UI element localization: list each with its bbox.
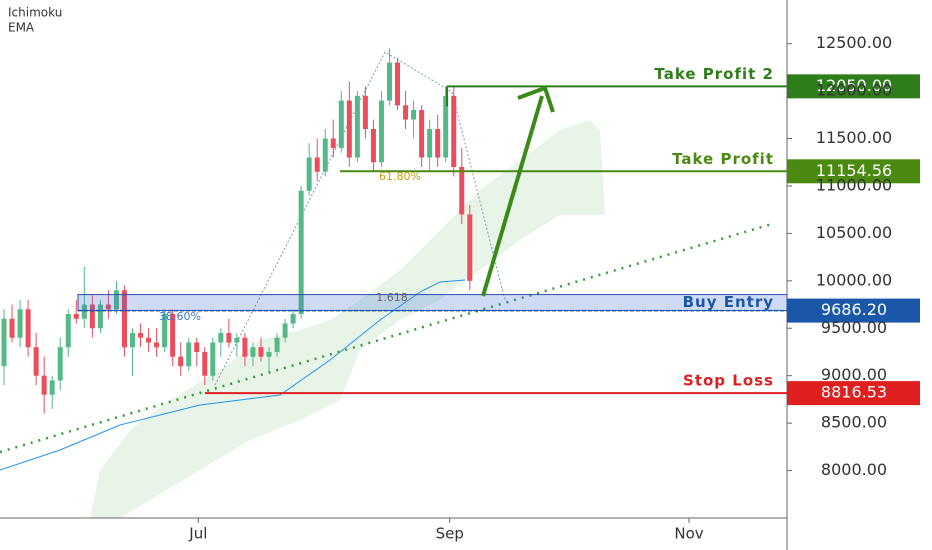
candle-body bbox=[266, 351, 272, 357]
candle-body bbox=[226, 333, 232, 343]
x-tick-label: Nov bbox=[674, 525, 703, 543]
candle-body bbox=[89, 304, 95, 329]
level-label: Take Profit 2 bbox=[654, 65, 774, 83]
candle-body bbox=[354, 95, 360, 158]
candle-body bbox=[386, 62, 392, 101]
y-tick-label: 10500.00 bbox=[816, 223, 892, 242]
candle-body bbox=[242, 337, 248, 357]
candle-body bbox=[57, 347, 63, 381]
fib-label: 38.60% bbox=[159, 310, 201, 323]
level-label: Take Profit bbox=[672, 150, 774, 168]
price-box bbox=[787, 381, 920, 406]
candle-body bbox=[443, 95, 449, 158]
buy-zone bbox=[77, 294, 788, 312]
candle-body bbox=[451, 95, 457, 167]
candle-body bbox=[467, 214, 473, 281]
candle-body bbox=[338, 100, 344, 148]
candle-body bbox=[105, 304, 111, 310]
fib-label: 61.80% bbox=[379, 170, 421, 183]
candle-body bbox=[121, 290, 127, 348]
candle-body bbox=[186, 342, 192, 367]
candle-body bbox=[403, 105, 409, 120]
ichimoku-cloud bbox=[90, 120, 605, 518]
candle-body bbox=[314, 157, 320, 172]
candle-body bbox=[154, 342, 160, 348]
candle-body bbox=[290, 314, 296, 324]
candle-body bbox=[370, 129, 376, 163]
price-box-label: 12050.00 bbox=[816, 76, 892, 95]
candle-body bbox=[330, 138, 336, 148]
candle-body bbox=[234, 337, 240, 343]
price-box-label: 9686.20 bbox=[821, 300, 887, 319]
candle-body bbox=[162, 314, 168, 348]
candle-body bbox=[146, 337, 152, 343]
candle-body bbox=[250, 347, 256, 357]
candle-body bbox=[33, 347, 39, 376]
ema-line bbox=[0, 279, 466, 471]
fib-label: 1.618 bbox=[376, 291, 408, 304]
candle-body bbox=[298, 190, 304, 315]
candle-body bbox=[202, 351, 208, 376]
y-tick-label: 11000.00 bbox=[816, 175, 892, 194]
candle-body bbox=[9, 318, 15, 338]
candle-body bbox=[178, 356, 184, 367]
y-tick-label: 9000.00 bbox=[821, 365, 887, 384]
trend-line bbox=[0, 222, 773, 454]
candle-body bbox=[427, 129, 433, 158]
y-tick-label: 8000.00 bbox=[821, 460, 887, 479]
candle-body bbox=[65, 314, 71, 348]
arrow bbox=[481, 95, 544, 297]
candle-body bbox=[306, 157, 312, 191]
y-tick-label: 11500.00 bbox=[816, 128, 892, 147]
x-tick-label: Jul bbox=[188, 525, 207, 543]
candle-body bbox=[218, 333, 224, 343]
candle-body bbox=[138, 333, 144, 338]
level-label: Stop Loss bbox=[683, 372, 774, 390]
candle-body bbox=[130, 333, 136, 348]
level-label: Buy Entry bbox=[683, 293, 774, 311]
price-box-label: 8816.53 bbox=[821, 383, 887, 402]
candle-body bbox=[258, 347, 264, 357]
y-tick-label: 10000.00 bbox=[816, 270, 892, 289]
candle-body bbox=[17, 309, 23, 338]
candle-body bbox=[170, 314, 176, 357]
candle-body bbox=[395, 62, 401, 106]
candle-body bbox=[81, 304, 87, 319]
candle-body bbox=[435, 129, 441, 158]
candle-body bbox=[25, 309, 31, 348]
price-box-label: 11154.56 bbox=[816, 161, 892, 180]
candle-body bbox=[97, 304, 103, 329]
price-box bbox=[787, 298, 920, 323]
y-tick-label: 12000.00 bbox=[816, 81, 892, 100]
candle-body bbox=[362, 95, 368, 130]
candle-body bbox=[210, 342, 216, 376]
candle-body bbox=[41, 375, 47, 395]
indicator-label: Ichimoku bbox=[8, 6, 62, 20]
candle-body bbox=[274, 337, 280, 352]
y-tick-label: 8500.00 bbox=[821, 413, 887, 432]
y-tick-label: 9500.00 bbox=[821, 318, 887, 337]
candle-body bbox=[378, 100, 384, 163]
candle-body bbox=[459, 166, 465, 215]
candle-body bbox=[49, 380, 55, 395]
candle-body bbox=[419, 110, 425, 158]
candle-body bbox=[113, 290, 119, 310]
candle-body bbox=[282, 323, 288, 338]
x-tick-label: Sep bbox=[436, 525, 464, 543]
arrow-head bbox=[517, 85, 555, 113]
price-box bbox=[787, 74, 920, 99]
candle-body bbox=[346, 100, 352, 158]
candle-body bbox=[1, 318, 7, 367]
candle-body bbox=[322, 138, 328, 172]
fib-path bbox=[214, 51, 506, 386]
price-box bbox=[787, 159, 920, 184]
indicator-label: EMA bbox=[8, 21, 35, 35]
candle-body bbox=[73, 314, 79, 319]
candle-body bbox=[194, 342, 200, 352]
y-tick-label: 12500.00 bbox=[816, 33, 892, 52]
candle-body bbox=[411, 110, 417, 120]
